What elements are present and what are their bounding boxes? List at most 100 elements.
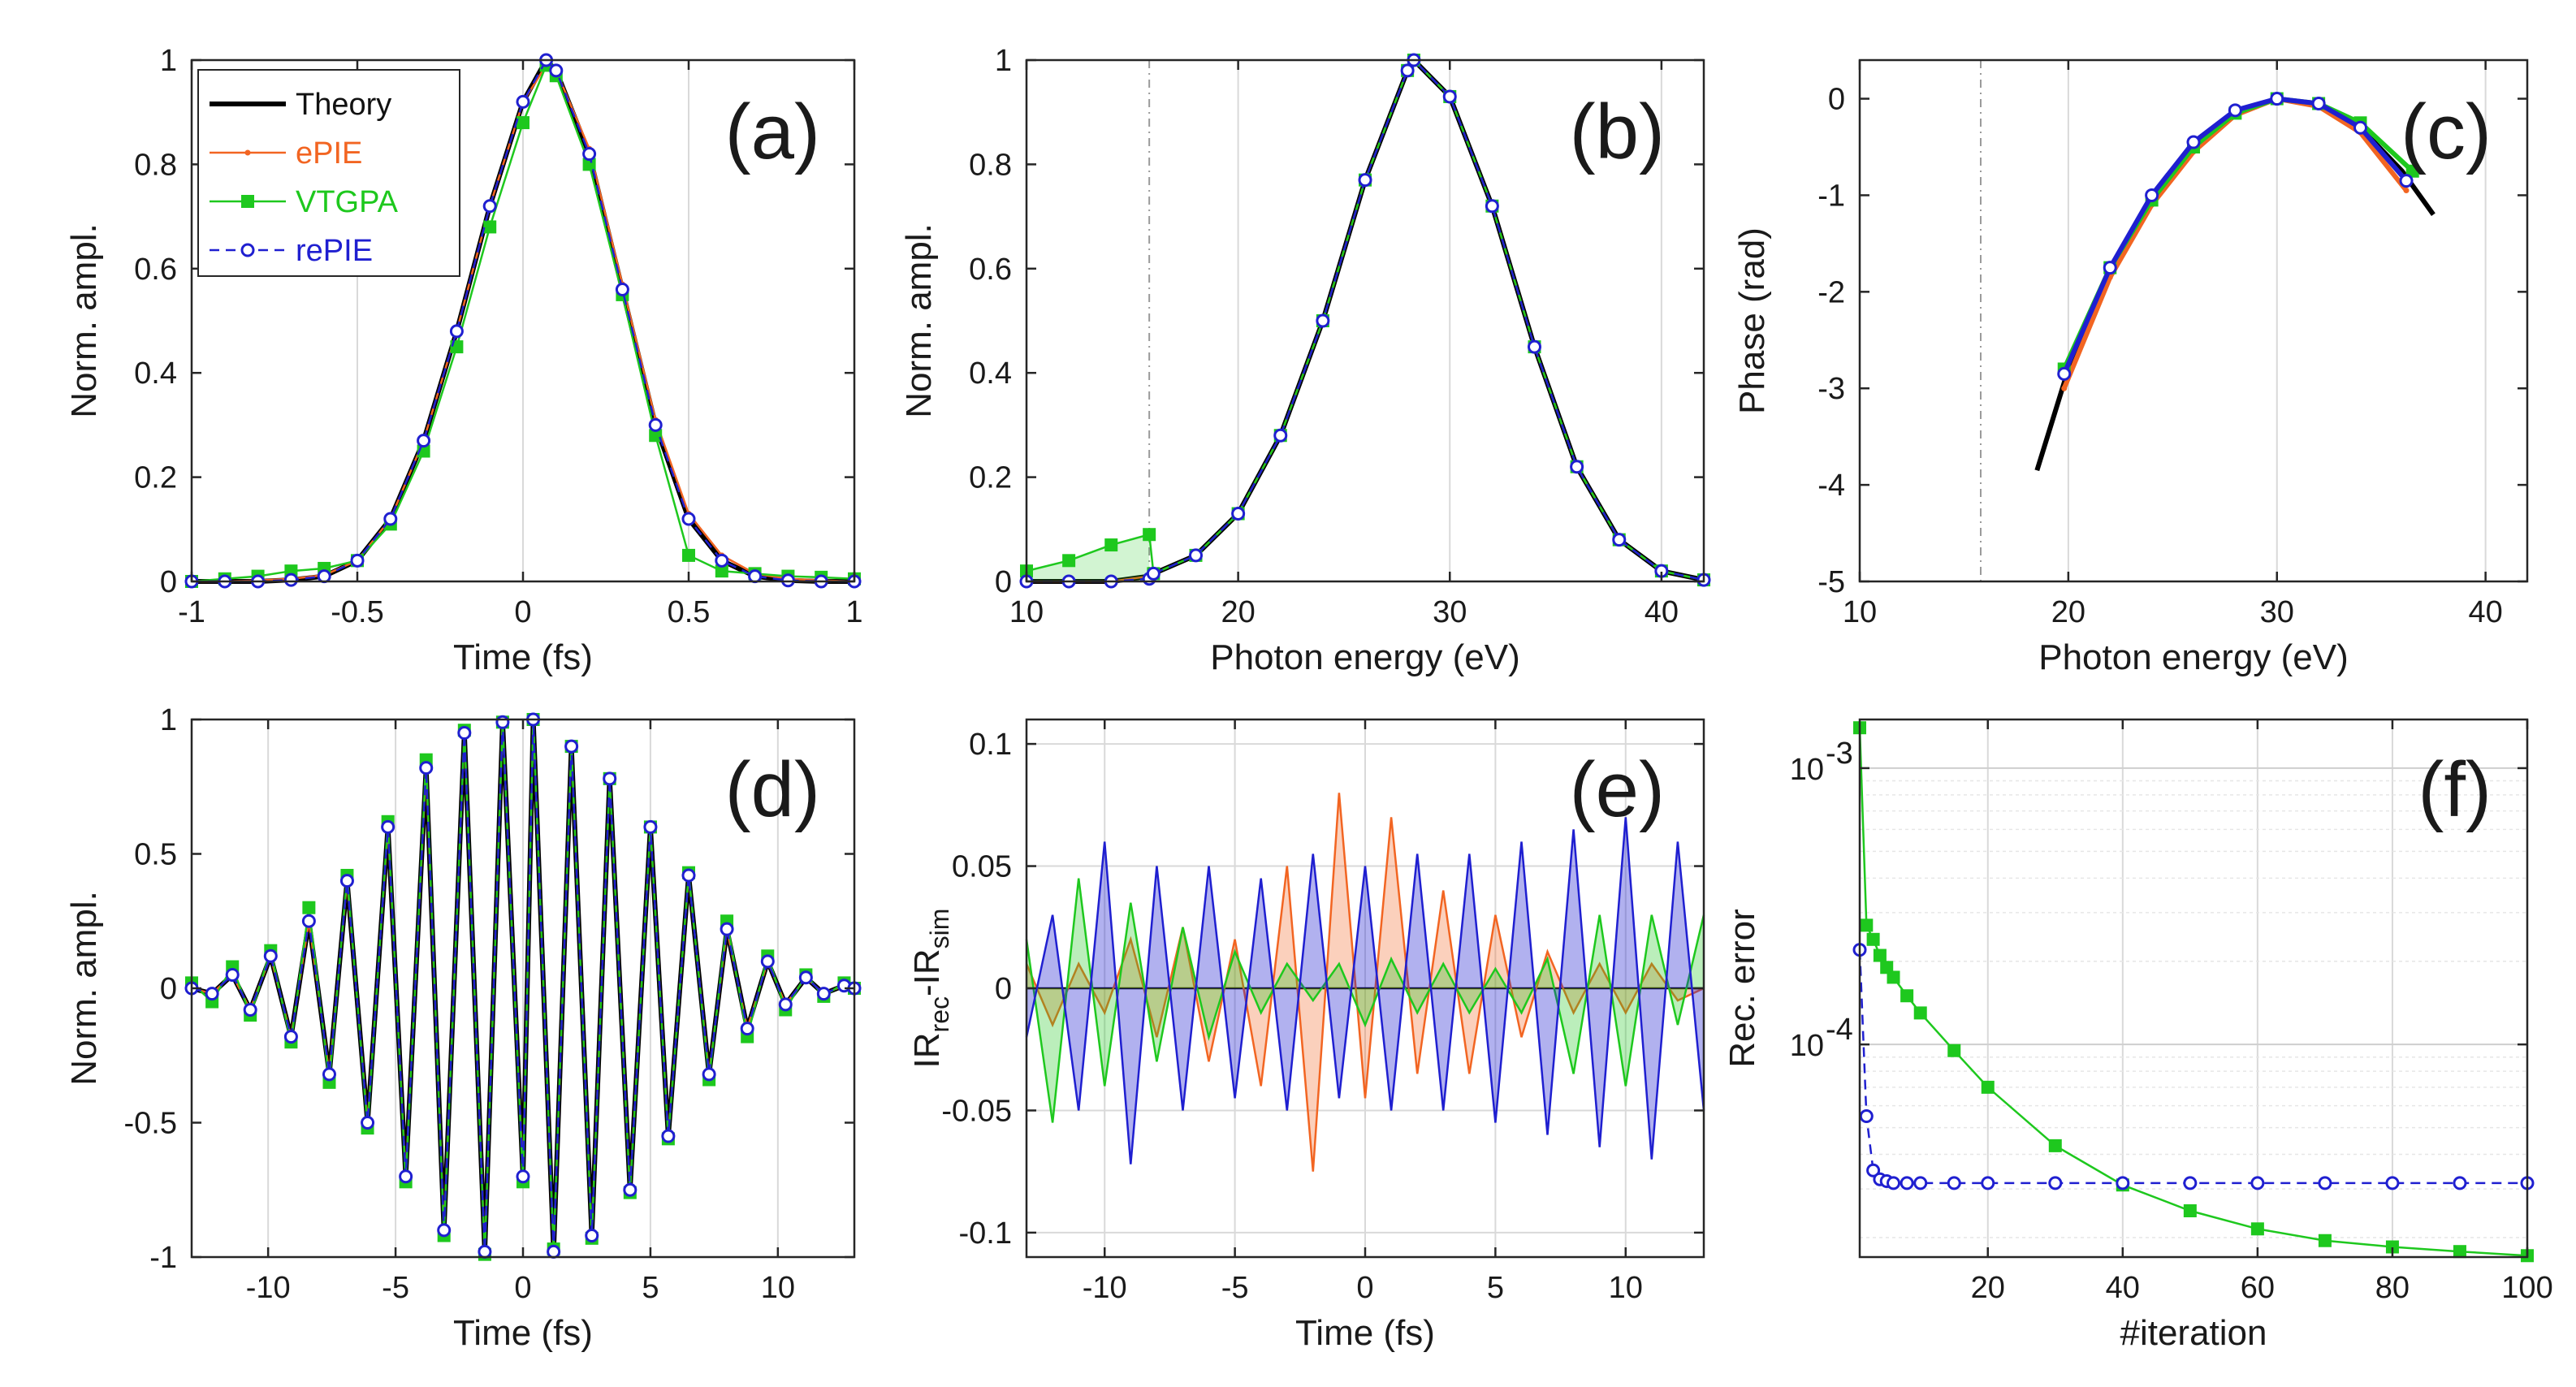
- p4-repie-point-27: [702, 1067, 716, 1082]
- p2-ytick-label-2: 0.4: [969, 356, 1012, 391]
- p6-repie-line: [1858, 949, 2527, 1185]
- p4-repie-point-1: [205, 987, 219, 1001]
- p4-ylabel: Norm. ampl.: [64, 891, 104, 1086]
- p1-vtgpa-point-15: [649, 429, 663, 443]
- p6-repie-point-6: [1900, 1176, 1914, 1190]
- p6-panel-label: (f): [2418, 746, 2492, 833]
- p1-ytick-label-2: 0.4: [134, 356, 177, 391]
- p6-ytick-exponent-1: -3: [1826, 737, 1853, 771]
- p5-ylabel: IRrec-IRsim: [907, 909, 954, 1069]
- p4-panel-label: (d): [725, 746, 820, 833]
- p2-repie-point-5: [1189, 548, 1203, 563]
- p1-ytick-label-4: 0.8: [134, 148, 177, 182]
- p6-vtgpa-point-7: [1913, 1006, 1927, 1020]
- p3-repie-point-0: [2057, 366, 2072, 381]
- p3-ytick-label-3: -2: [1817, 275, 1845, 309]
- p3-epie-point-0: [2061, 385, 2068, 391]
- p1-repie-point-17: [715, 553, 729, 568]
- p4-repie-point-29: [740, 1022, 754, 1036]
- p4-repie-point-3: [243, 1002, 257, 1017]
- p4-repie-point-30: [760, 954, 775, 969]
- p2-repie-point-4: [1146, 566, 1160, 581]
- p4-repie-point-16: [495, 715, 510, 729]
- p6-ytick-exponent-0: -4: [1826, 1013, 1853, 1047]
- p4-repie-point-15: [478, 1244, 492, 1259]
- p2-ytick-label-3: 0.6: [969, 253, 1012, 287]
- p5-vtgpa-area: [1027, 878, 1704, 1123]
- panel-2: 10 20 30 40 0 0.2 0.4 0.6 0.8 1 Photon energy (eV)…: [899, 44, 1711, 677]
- p5-ylabel-part-0: IR: [907, 1032, 947, 1068]
- p3-repie-point-4: [2228, 103, 2242, 118]
- p6-repie-point-14: [2318, 1176, 2332, 1190]
- p5-ylabel-part-1: rec: [925, 996, 954, 1032]
- p3-xtick-label-3: 40: [2468, 595, 2502, 629]
- p1-ytick-label-3: 0.6: [134, 253, 177, 287]
- p4-repie-point-4: [263, 948, 278, 963]
- panel-3: 10 20 30 40 -5 -4 -3 -2 -1 0 Photon energy (eV) Pha…: [1732, 58, 2529, 677]
- p1-repie-line: [192, 58, 854, 583]
- p3-series-repie: [2057, 92, 2414, 381]
- p1-repie-point-12: [549, 63, 564, 78]
- p5-repie-area: [1027, 817, 1704, 1164]
- p2-xtick-label-0: 10: [1009, 595, 1044, 629]
- p2-repie-point-12: [1442, 89, 1457, 104]
- p4-repie-point-12: [419, 761, 434, 776]
- p1-repie-point-15: [648, 417, 663, 432]
- p4-repie-point-6: [301, 914, 316, 928]
- p4-repie-point-28: [720, 922, 734, 936]
- p2-xtick-label-3: 40: [1645, 595, 1679, 629]
- p1-xlabel: Time (fs): [453, 637, 593, 677]
- p5-epie-line: [1025, 793, 1705, 1172]
- p4-repie-point-9: [361, 1116, 375, 1130]
- p4-repie-point-19: [547, 1244, 561, 1259]
- p6-repie-point-16: [2453, 1176, 2467, 1190]
- p4-repie-point-14: [457, 726, 472, 741]
- p2-xtick-label-1: 20: [1221, 595, 1255, 629]
- p6-vtgpa-point-14: [2318, 1234, 2332, 1247]
- p1-ylabel: Norm. ampl.: [64, 223, 104, 418]
- p4-repie-point-8: [339, 874, 354, 888]
- p2-repie-point-14: [1528, 339, 1541, 354]
- p3-series-epie: [2061, 96, 2410, 391]
- p3-epie-point-8: [2403, 188, 2410, 193]
- p6-repie-point-8: [1947, 1176, 1961, 1190]
- p2-xtick-label-2: 30: [1433, 595, 1467, 629]
- p4-repie-line: [191, 719, 855, 1252]
- p3-theory-line: [2034, 96, 2436, 472]
- p5-ytick-label-4: 0.1: [969, 728, 1012, 762]
- p6-xtick-label-0: 20: [1971, 1271, 2005, 1305]
- p4-xtick-label-2: 0: [514, 1271, 531, 1305]
- p4-ytick-label-2: 0: [160, 972, 177, 1006]
- p3-axes-box: [1858, 58, 2529, 583]
- p6-vtgpa-point-15: [2385, 1240, 2399, 1254]
- p1-xtick-label-3: 0.5: [668, 595, 711, 629]
- p5-vtgpa-line: [1025, 878, 1705, 1123]
- legend-item-epie: ePIE: [210, 136, 362, 171]
- p6-vtgpa-point-2: [1866, 932, 1880, 946]
- p5-ytick-label-0: -0.1: [959, 1216, 1012, 1251]
- p6-vtgpa-point-10: [2048, 1139, 2062, 1152]
- legend-label-epie: ePIE: [296, 136, 362, 171]
- p1-repie-point-5: [350, 553, 365, 568]
- p1-vtgpa-line: [191, 63, 855, 583]
- p4-repie-point-26: [681, 868, 696, 883]
- p2-ylabel: Norm. ampl.: [899, 223, 939, 418]
- p1-repie-point-7: [417, 434, 431, 448]
- p6-xtick-label-3: 80: [2375, 1271, 2410, 1305]
- p2-repie-point-9: [1358, 173, 1372, 188]
- p5-xtick-label-3: 5: [1487, 1271, 1504, 1305]
- legend-item-repie: rePIE: [210, 234, 373, 268]
- p6-axes-box: [1858, 718, 2529, 1259]
- p1-ytick-label-1: 0.2: [134, 461, 177, 495]
- p3-ylabel: Phase (rad): [1732, 227, 1772, 414]
- p5-panel-label: (e): [1570, 746, 1665, 833]
- p6-xtick-label-4: 100: [2501, 1271, 2552, 1305]
- p4-xlabel: Time (fs): [453, 1313, 593, 1353]
- p4-repie-point-20: [564, 739, 579, 754]
- p2-vtgpa-point-1: [1062, 554, 1076, 568]
- p6-vtgpa-point-5: [1887, 970, 1900, 984]
- p5-ylabel-part-2: -IR: [907, 948, 947, 996]
- p6-vtgpa-point-3: [1873, 948, 1887, 962]
- p6-repie-point-11: [2116, 1176, 2130, 1190]
- legend: Theory ePIE VTGPA rePIE: [197, 69, 460, 277]
